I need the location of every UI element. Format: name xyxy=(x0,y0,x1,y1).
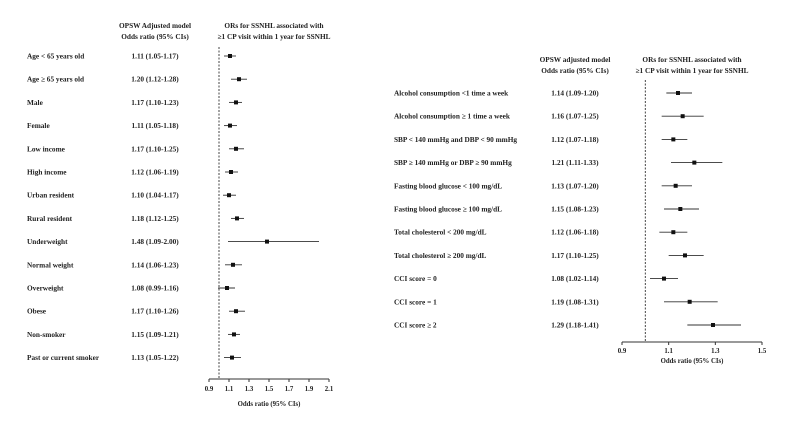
or-point xyxy=(234,100,238,105)
or-point xyxy=(225,286,229,290)
row-label: SBP < 140 mmHg and DBP < 90 mmHg xyxy=(394,135,517,144)
x-tick-label: 0.9 xyxy=(618,348,627,355)
or-point xyxy=(228,123,232,128)
plot-header: ≥1 CP visit within 1 year for SSNHL xyxy=(636,66,749,75)
row-value: 1.13 (1.07-1.20) xyxy=(551,181,599,190)
x-axis-title: Odds ratio (95% CIs) xyxy=(238,401,301,408)
row-value: 1.21 (1.11-1.33) xyxy=(551,158,599,167)
row-label: Underweight xyxy=(27,237,68,246)
row-value: 1.16 (1.07-1.25) xyxy=(551,112,599,121)
forest-panel-right: OPSW adjusted model Odds ratio (95% CIs) O… xyxy=(394,55,767,365)
row-value: 1.29 (1.18-1.41) xyxy=(551,321,599,330)
row-value: 1.08 (1.02-1.14) xyxy=(551,274,599,283)
column-header: Odds ratio (95% CIs) xyxy=(121,32,189,41)
or-point xyxy=(683,253,687,258)
x-tick-label: 1.5 xyxy=(265,386,274,393)
row-label: Male xyxy=(27,98,44,107)
row-label: Non-smoker xyxy=(27,330,66,339)
row-label: Past or current smoker xyxy=(27,353,100,362)
row-label: Fasting blood glucose < 100 mg/dL xyxy=(394,181,502,190)
or-point xyxy=(676,91,680,95)
column-header: OPSW Adjusted model xyxy=(119,21,191,30)
row-value: 1.15 (1.08-1.23) xyxy=(551,205,599,214)
row-value: 1.14 (1.06-1.23) xyxy=(131,260,179,269)
row-label: SBP ≥ 140 mmHg or DBP ≥ 90 mmHg xyxy=(394,158,512,167)
row-value: 1.18 (1.12-1.25) xyxy=(131,214,179,223)
row-value: 1.08 (0.99-1.16) xyxy=(131,284,179,293)
row-value: 1.20 (1.12-1.28) xyxy=(131,75,179,84)
x-tick-label: 1.7 xyxy=(285,386,294,393)
row-value: 1.12 (1.07-1.18) xyxy=(551,135,599,144)
row-label: Normal weight xyxy=(27,260,74,269)
x-tick-label: 1.3 xyxy=(711,348,720,355)
plot-header: ORs for SSNHL associated with xyxy=(224,21,323,30)
row-value: 1.17 (1.10-1.23) xyxy=(131,98,179,107)
row-value: 1.14 (1.09-1.20) xyxy=(551,89,599,98)
or-point xyxy=(692,160,697,165)
or-point xyxy=(227,193,231,198)
or-point xyxy=(228,54,232,58)
row-label: Age < 65 years old xyxy=(27,52,84,61)
row-value: 1.19 (1.08-1.31) xyxy=(551,297,599,306)
or-point xyxy=(234,309,238,314)
or-point xyxy=(671,230,676,235)
row-label: Alcohol consumption ≥ 1 time a week xyxy=(394,112,511,121)
or-point xyxy=(229,170,233,174)
column-header: OPSW adjusted model xyxy=(540,55,611,64)
row-label: Urban resident xyxy=(27,191,75,200)
x-tick-label: 1.1 xyxy=(225,386,234,393)
plot-header: ORs for SSNHL associated with xyxy=(642,55,741,64)
or-point xyxy=(232,332,236,337)
x-tick-label: 1.1 xyxy=(664,348,673,355)
row-label: Age ≥ 65 years old xyxy=(27,75,84,84)
or-point xyxy=(237,77,241,82)
row-label: CCI score ≥ 2 xyxy=(394,321,437,330)
row-value: 1.11 (1.05-1.18) xyxy=(131,121,179,130)
row-value: 1.12 (1.06-1.18) xyxy=(551,228,599,237)
row-value: 1.17 (1.10-1.25) xyxy=(131,144,179,153)
or-point xyxy=(231,262,235,267)
forest-panel-left: OPSW Adjusted model Odds ratio (95% CIs) O… xyxy=(27,21,334,408)
row-value: 1.17 (1.10-1.25) xyxy=(551,251,599,260)
or-point xyxy=(265,239,269,244)
column-header: Odds ratio (95% CIs) xyxy=(541,66,609,75)
plot-header: ≥1 CP visit within 1 year for SSNHL xyxy=(218,32,331,41)
or-point xyxy=(678,207,683,211)
row-label: Rural resident xyxy=(27,214,73,223)
row-label: Low income xyxy=(27,144,66,153)
or-point xyxy=(234,146,238,151)
row-label: CCI score = 0 xyxy=(394,274,437,283)
row-value: 1.13 (1.05-1.22) xyxy=(131,353,179,362)
x-tick-label: 1.3 xyxy=(245,386,254,393)
or-point xyxy=(711,323,715,327)
or-point xyxy=(680,114,685,119)
or-point xyxy=(671,137,676,142)
row-value: 1.10 (1.04-1.17) xyxy=(131,191,179,200)
or-point xyxy=(230,355,234,360)
or-point xyxy=(687,299,692,304)
row-label: Female xyxy=(27,121,50,130)
row-value: 1.11 (1.05-1.17) xyxy=(131,52,179,61)
x-tick-label: 0.9 xyxy=(205,386,214,393)
row-label: Obese xyxy=(27,307,47,316)
row-value: 1.48 (1.09-2.00) xyxy=(131,237,179,246)
row-label: Overweight xyxy=(27,284,64,293)
or-point xyxy=(662,276,666,281)
row-value: 1.17 (1.10-1.26) xyxy=(131,307,179,316)
or-point xyxy=(235,216,239,221)
row-value: 1.15 (1.09-1.21) xyxy=(131,330,179,339)
row-value: 1.12 (1.06-1.19) xyxy=(131,168,179,177)
x-tick-label: 1.5 xyxy=(758,348,767,355)
or-point xyxy=(673,183,678,188)
x-axis-title: Odds ratio (95% CIs) xyxy=(661,358,724,365)
row-label: Total cholesterol ≥ 200 mg/dL xyxy=(394,251,487,260)
row-label: Fasting blood glucose ≥ 100 mg/dL xyxy=(394,205,502,214)
row-label: High income xyxy=(27,168,67,177)
row-label: Alcohol consumption <1 time a week xyxy=(394,89,509,98)
row-label: CCI score = 1 xyxy=(394,297,437,306)
x-tick-label: 1.9 xyxy=(305,386,314,393)
x-tick-label: 2.1 xyxy=(325,386,334,393)
row-label: Total cholesterol < 200 mg/dL xyxy=(394,228,487,237)
